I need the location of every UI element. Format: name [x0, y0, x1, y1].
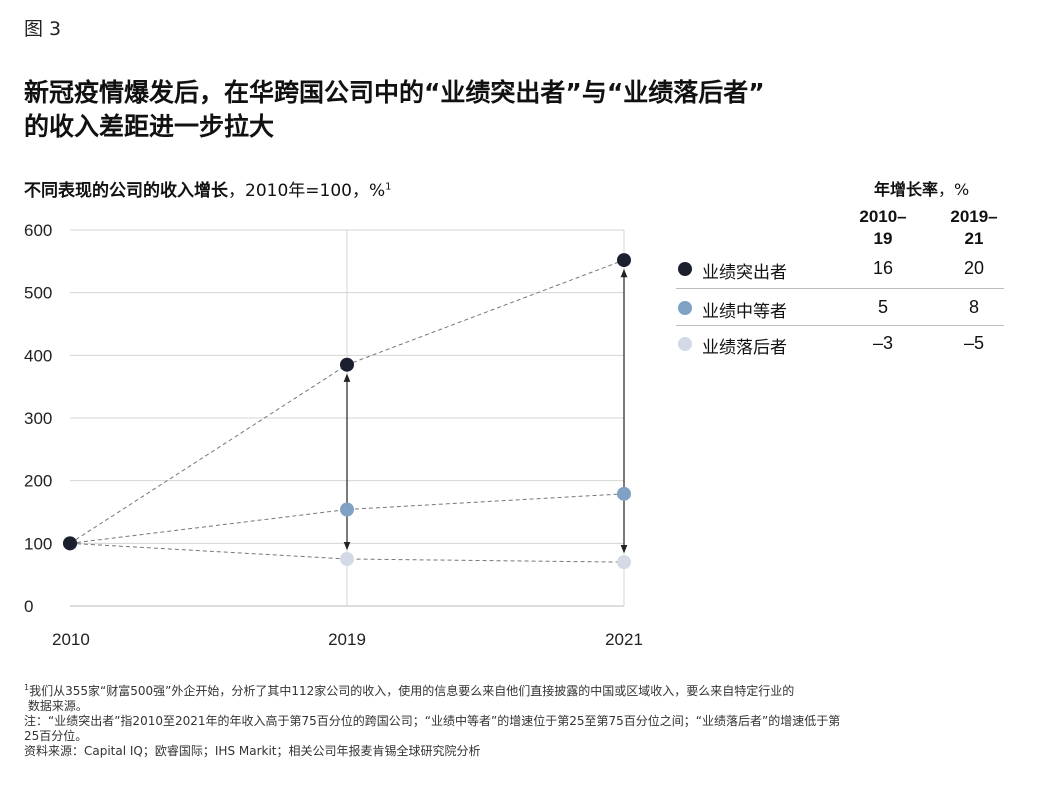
- x-tick-label: 2021: [605, 630, 643, 649]
- subtitle-unit: ，2010年=100，%: [228, 181, 386, 201]
- legend-dot-mid: [678, 301, 692, 315]
- legend-dot-top: [678, 262, 692, 276]
- rate-header-unit: ，%: [938, 180, 970, 199]
- rate-row-top: 业绩突出者 16 20: [676, 252, 1004, 288]
- column-header-line: 2019–: [950, 207, 998, 226]
- legend-label-low: 业绩落后者: [702, 338, 787, 358]
- chart-subtitle: 不同表现的公司的收入增长，2010年=100，%1: [24, 176, 391, 201]
- y-tick-label: 300: [24, 409, 52, 428]
- footnote-1-mark: 1: [24, 683, 30, 692]
- rate-col-2019-21: 2019– 21: [939, 206, 1009, 250]
- chart-title: 新冠疫情爆发后，在华跨国公司中的“业绩突出者”与“业绩落后者” 的收入差距进一步…: [24, 76, 984, 144]
- table-divider: [676, 325, 1004, 326]
- y-tick-label: 100: [24, 534, 52, 553]
- y-tick-label: 600: [24, 221, 52, 240]
- title-line-2: 的收入差距进一步拉大: [24, 112, 275, 141]
- x-tick-label: 2019: [328, 630, 366, 649]
- data-point-series-2: [617, 486, 631, 501]
- rate-value-low-2019-21: –5: [963, 333, 985, 353]
- footnote-1-line1: 我们从355家“财富500强”外企开始，分析了其中112家公司的收入，使用的信息…: [29, 684, 795, 698]
- data-point-series-1: [340, 357, 354, 372]
- y-tick-label: 200: [24, 472, 52, 491]
- legend-label-mid: 业绩中等者: [702, 302, 787, 322]
- line-chart: 0 100 200 300 400 500 600 2010 2019 2021: [24, 221, 643, 649]
- footnote-1-cont: 数据来源。: [24, 699, 88, 713]
- rate-value-top-2019-21: 20: [963, 258, 985, 278]
- legend-label-top: 业绩突出者: [702, 263, 787, 283]
- title-line-1: 新冠疫情爆发后，在华跨国公司中的“业绩突出者”与“业绩落后者”: [24, 78, 765, 107]
- data-point-series-3: [340, 552, 354, 566]
- rate-row-mid: 业绩中等者 5 8: [676, 291, 1004, 327]
- source-line: 资料来源：Capital IQ；欧睿国际；IHS Markit；相关公司年报麦肯…: [24, 744, 481, 758]
- note-line: 注：“业绩突出者”指2010至2021年的年收入高于第75百分位的跨国公司；“业…: [24, 714, 841, 728]
- series-line-2: [69, 493, 625, 544]
- column-header-line: 19: [873, 229, 893, 248]
- figure-label: 图 3: [24, 18, 62, 40]
- rate-table-header: 年增长率，%: [874, 176, 969, 200]
- subtitle-footnote-mark: 1: [385, 181, 392, 193]
- rate-col-2010-19: 2010– 19: [848, 206, 918, 250]
- footnote-1: 1我们从355家“财富500强”外企开始，分析了其中112家公司的收入，使用的信…: [24, 680, 1024, 699]
- subtitle-bold: 不同表现的公司的收入增长: [24, 181, 228, 201]
- rate-row-low: 业绩落后者 –3 –5: [676, 327, 1004, 363]
- x-tick-label: 2010: [52, 630, 90, 649]
- rate-value-mid-2010-19: 5: [877, 297, 888, 317]
- column-header-line: 21: [964, 229, 984, 248]
- data-point-series-1: [617, 253, 631, 268]
- legend-dot-low: [678, 337, 692, 351]
- y-tick-label: 400: [24, 346, 52, 365]
- y-tick-label: 500: [24, 284, 52, 303]
- note-line-cont: 25百分位。: [24, 729, 88, 743]
- data-point-series-1: [63, 536, 77, 551]
- rate-header-label: 年增长率: [874, 180, 939, 199]
- rate-value-top-2010-19: 16: [872, 258, 894, 278]
- data-point-series-3: [617, 555, 631, 570]
- rate-value-low-2010-19: –3: [872, 333, 894, 353]
- y-tick-label: 0: [24, 597, 33, 616]
- rate-value-mid-2019-21: 8: [968, 297, 979, 317]
- column-header-line: 2010–: [859, 207, 907, 226]
- footnotes: 1我们从355家“财富500强”外企开始，分析了其中112家公司的收入，使用的信…: [24, 680, 1024, 759]
- series-line-3: [69, 542, 625, 563]
- table-divider: [676, 288, 1004, 289]
- data-point-series-2: [340, 502, 354, 517]
